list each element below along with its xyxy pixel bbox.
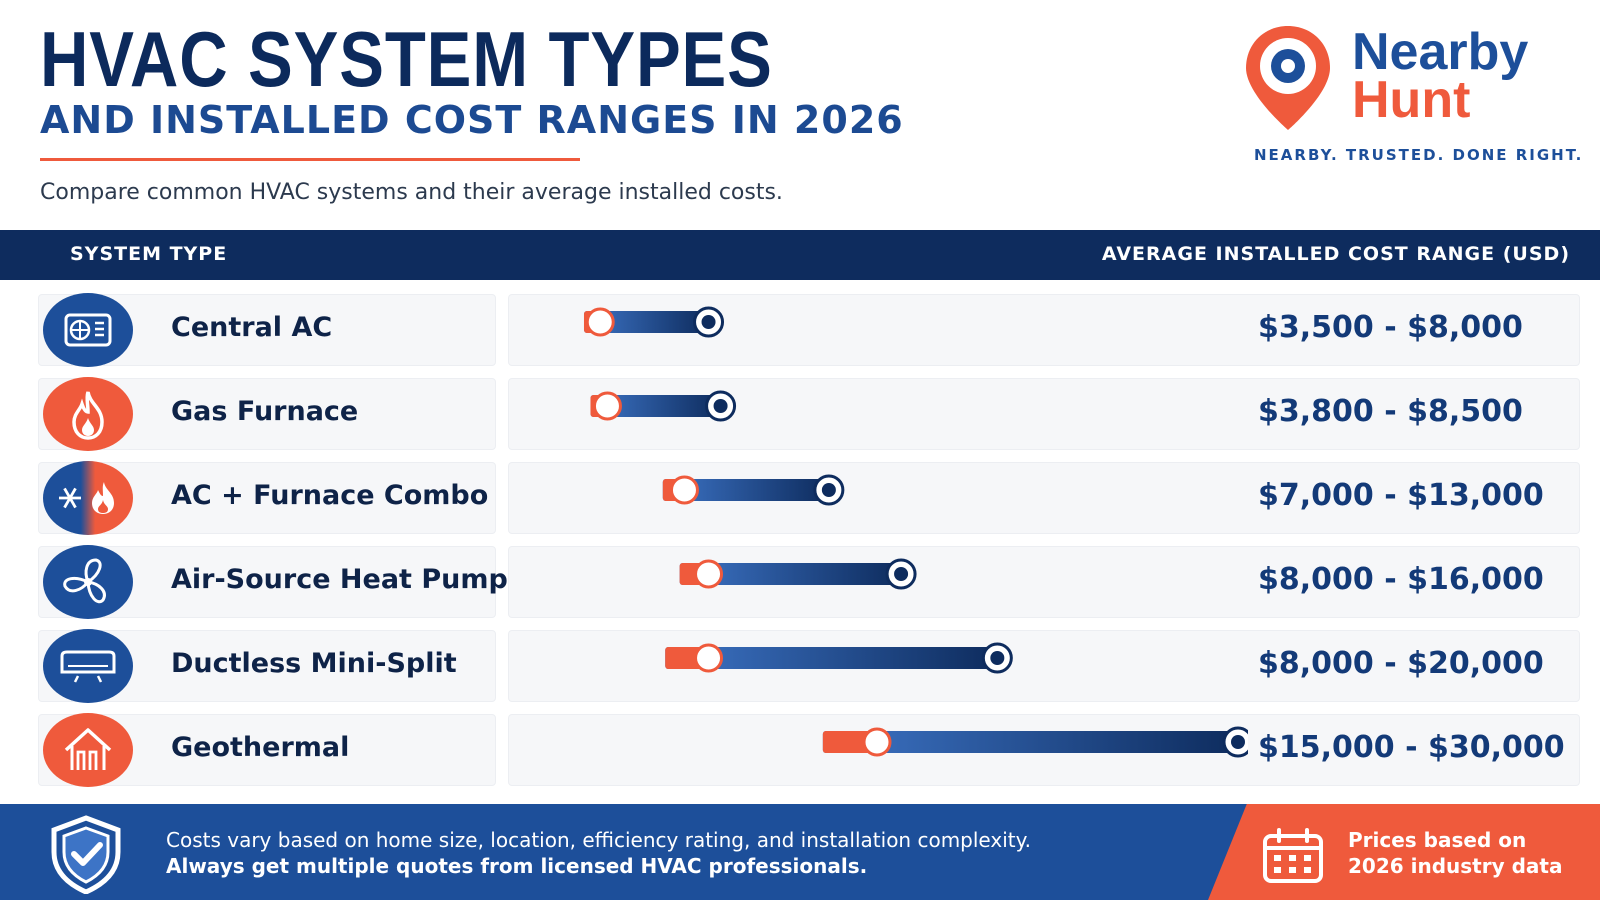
column-header-system-type: SYSTEM TYPE	[70, 243, 228, 265]
map-pin-icon	[1246, 26, 1330, 130]
brand-name-secondary: Hunt	[1352, 71, 1471, 129]
system-type-label: Central AC	[171, 312, 333, 343]
table-row: Central AC $3,500 - $8,000	[0, 292, 1600, 368]
range-track	[662, 479, 829, 501]
snowflake-flame-icon	[42, 460, 134, 536]
range-bar	[679, 558, 917, 590]
low-value-marker	[694, 643, 724, 673]
brand-tagline: NEARBY. TRUSTED. DONE RIGHT.	[1254, 146, 1584, 164]
low-value-marker	[669, 475, 699, 505]
high-value-marker-center	[713, 399, 728, 413]
intro-text: Compare common HVAC systems and their av…	[40, 180, 783, 205]
cost-range-label: $8,000 - $16,000	[1258, 562, 1544, 597]
high-value-marker-center	[821, 483, 836, 497]
cost-range-label: $8,000 - $20,000	[1258, 646, 1544, 681]
table-header: SYSTEM TYPE AVERAGE INSTALLED COST RANGE…	[0, 230, 1600, 280]
range-bar	[590, 390, 737, 422]
range-track	[590, 395, 721, 417]
calendar-icon	[1263, 828, 1323, 883]
table-row: Ductless Mini-Split $8,000 - $20,000	[0, 628, 1600, 704]
system-type-label: Gas Furnace	[171, 396, 359, 427]
disclaimer-line-1: Costs vary based on home size, location,…	[166, 828, 1031, 852]
high-value-marker-center	[990, 651, 1005, 665]
air-conditioner-icon	[42, 292, 134, 368]
range-track	[822, 731, 1238, 753]
low-value-marker	[694, 559, 724, 589]
system-type-label: Geothermal	[171, 732, 350, 763]
page-title: HVAC SYSTEM TYPES	[40, 15, 773, 103]
high-value-marker-center	[894, 567, 909, 581]
range-bar	[822, 726, 1248, 758]
low-value-marker	[592, 391, 622, 421]
low-value-marker	[862, 727, 892, 757]
system-type-label: Air-Source Heat Pump	[171, 564, 508, 595]
low-value-marker	[585, 307, 615, 337]
system-type-label: AC + Furnace Combo	[171, 480, 489, 511]
page-subtitle: AND INSTALLED COST RANGES IN 2026	[40, 98, 904, 142]
high-value-marker-center	[1231, 735, 1245, 749]
data-source-line-1: Prices based on	[1348, 828, 1527, 852]
footer-band: Costs vary based on home size, location,…	[0, 804, 1600, 900]
range-track	[583, 311, 709, 333]
table-row: Gas Furnace $3,800 - $8,500	[0, 376, 1600, 452]
table-row: Geothermal $15,000 - $30,000	[0, 712, 1600, 788]
title-underline	[40, 158, 580, 161]
table-row: Air-Source Heat Pump $8,000 - $16,000	[0, 544, 1600, 620]
high-value-marker-center	[701, 315, 716, 329]
range-lead-segment	[822, 731, 877, 753]
column-header-cost-range: AVERAGE INSTALLED COST RANGE (USD)	[1101, 243, 1570, 265]
cost-range-label: $3,500 - $8,000	[1258, 310, 1523, 345]
range-track	[679, 563, 902, 585]
data-source-line-2: 2026 industry data	[1348, 854, 1563, 878]
mini-split-icon	[42, 628, 134, 704]
flame-icon	[42, 376, 134, 452]
cost-range-label: $3,800 - $8,500	[1258, 394, 1523, 429]
fan-icon	[42, 544, 134, 620]
cost-range-label: $7,000 - $13,000	[1258, 478, 1544, 513]
system-type-label: Ductless Mini-Split	[171, 648, 457, 679]
cost-range-label: $15,000 - $30,000	[1258, 730, 1565, 765]
range-track	[665, 647, 998, 669]
shield-check-icon	[51, 815, 121, 894]
range-bar	[665, 642, 1013, 674]
geothermal-house-icon	[42, 712, 134, 788]
range-bar	[662, 474, 845, 506]
nearby-hunt-logo: Nearby Hunt NEARBY. TRUSTED. DONE RIGHT.	[1240, 22, 1584, 164]
range-bar	[583, 306, 725, 338]
disclaimer-line-2: Always get multiple quotes from licensed…	[166, 854, 868, 878]
brand-name-primary: Nearby	[1352, 23, 1529, 81]
table-row: AC + Furnace Combo $7,000 - $13,000	[0, 460, 1600, 536]
